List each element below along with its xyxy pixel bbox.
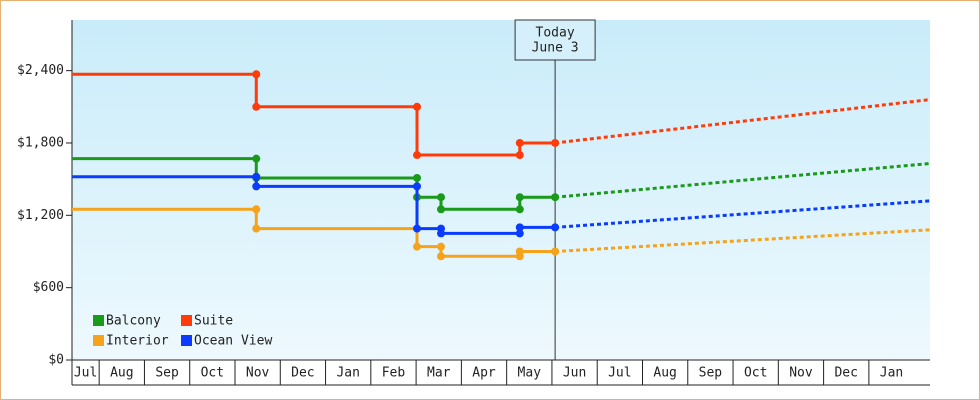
y-tick-label: $1,200	[17, 208, 64, 223]
x-tick-label: Nov	[789, 366, 813, 381]
point	[413, 151, 422, 160]
legend-swatch	[93, 335, 104, 346]
legend-swatch	[181, 315, 192, 326]
point	[413, 224, 422, 233]
point	[515, 151, 524, 160]
today-label: June 3	[532, 41, 579, 56]
x-tick-label: Aug	[110, 366, 133, 381]
point	[515, 223, 524, 232]
point	[437, 242, 446, 251]
x-tick-label: Oct	[744, 366, 767, 381]
x-tick-label: Aug	[653, 366, 676, 381]
point	[413, 102, 422, 111]
legend-label: Balcony	[106, 314, 161, 329]
point	[252, 224, 261, 233]
legend-label: Interior	[106, 334, 169, 349]
y-tick-label: $1,800	[17, 135, 64, 150]
point	[252, 182, 261, 191]
point	[252, 205, 261, 214]
today-box	[514, 19, 596, 61]
point	[551, 138, 560, 147]
x-tick-label: May	[518, 366, 542, 381]
point	[437, 193, 446, 202]
x-tick-label: Feb	[382, 366, 406, 381]
x-tick-label: Apr	[472, 366, 496, 381]
point	[515, 205, 524, 214]
point	[252, 154, 261, 163]
x-tick-label: Sep	[699, 366, 723, 381]
y-tick-label: $600	[33, 280, 64, 295]
point	[551, 223, 560, 232]
point	[515, 193, 524, 202]
y-tick-label: $2,400	[17, 63, 64, 78]
legend-swatch	[93, 315, 104, 326]
x-tick-label: Dec	[291, 366, 314, 381]
point	[252, 172, 261, 181]
point	[437, 252, 446, 261]
point	[437, 229, 446, 238]
point	[551, 247, 560, 256]
x-tick-label: Jul	[74, 366, 97, 381]
point	[515, 138, 524, 147]
x-tick-label: Mar	[427, 366, 451, 381]
plot-area	[72, 20, 930, 360]
today-label: Today	[536, 26, 575, 41]
legend-swatch	[181, 335, 192, 346]
x-tick-label: Oct	[201, 366, 224, 381]
x-tick-label: Sep	[155, 366, 179, 381]
point	[413, 182, 422, 191]
legend-label: Suite	[194, 314, 233, 329]
x-tick-label: Jun	[563, 366, 586, 381]
point	[252, 70, 261, 79]
point	[413, 173, 422, 182]
point	[515, 229, 524, 238]
x-tick-label: Nov	[246, 366, 270, 381]
legend-label: Ocean View	[194, 334, 272, 349]
point	[515, 247, 524, 256]
x-tick-label: Jan	[336, 366, 359, 381]
point	[252, 102, 261, 111]
point	[551, 193, 560, 202]
y-tick-label: $0	[48, 353, 64, 368]
x-tick-label: Jul	[608, 366, 631, 381]
point	[413, 242, 422, 251]
point	[437, 205, 446, 214]
x-tick-label: Dec	[834, 366, 857, 381]
x-tick-label: Jan	[880, 366, 903, 381]
series-line	[72, 157, 556, 211]
